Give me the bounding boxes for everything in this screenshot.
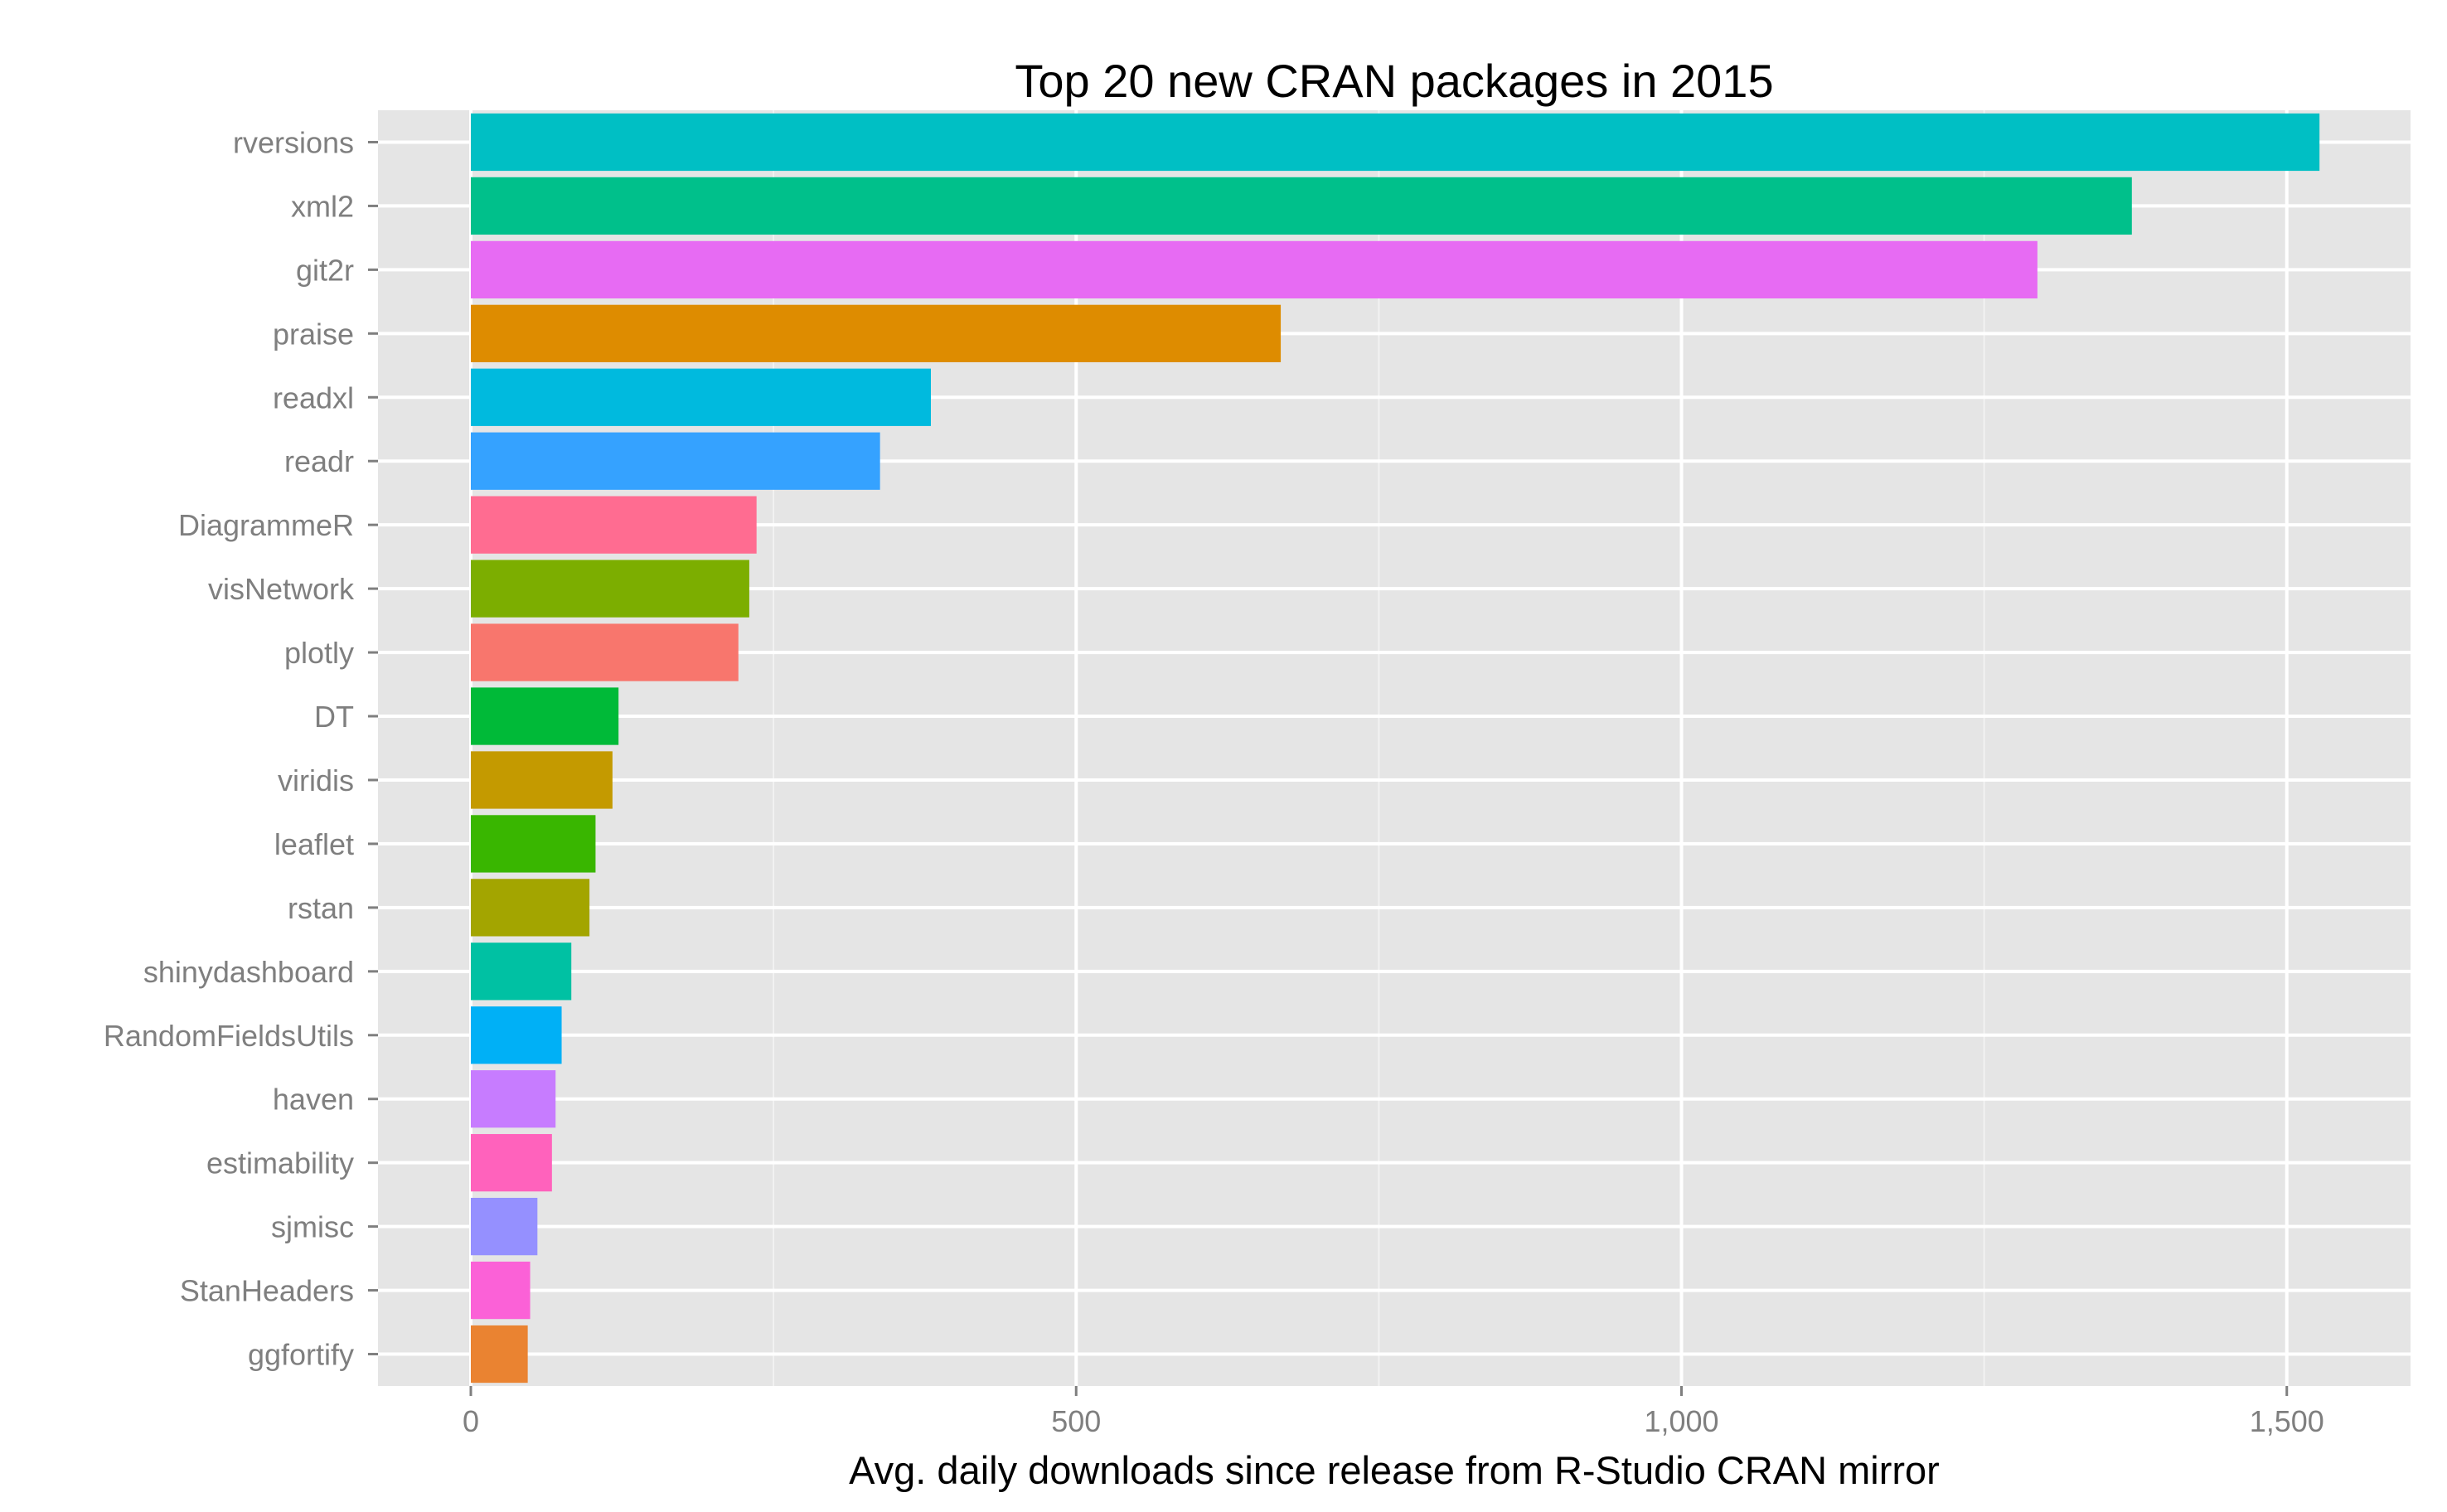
plot-panel: [378, 110, 2411, 1386]
bar-plotly: [471, 623, 739, 681]
y-tick-label: readxl: [273, 380, 354, 414]
bar-shinydashboard: [471, 943, 572, 1001]
bar-git2r: [471, 240, 2038, 299]
y-tick-label: estimability: [206, 1146, 354, 1180]
bar-DiagrammeR: [471, 496, 757, 554]
bar-DT: [471, 687, 619, 745]
x-tick-label: 1,000: [1644, 1404, 1718, 1438]
y-axis: rversions xml2 git2r praise readxl readr Diagr…: [104, 125, 378, 1372]
y-tick-label: RandomFieldsUtils: [104, 1019, 354, 1053]
y-tick-label: readr: [284, 444, 354, 478]
y-tick-label: DiagrammeR: [178, 508, 354, 542]
x-tick-label: 500: [1051, 1404, 1101, 1438]
y-tick-label: plotly: [284, 636, 354, 670]
x-axis-label: Avg. daily downloads since release from …: [849, 1448, 1940, 1492]
bar-rversions: [471, 113, 2320, 172]
bar-sjmisc: [471, 1197, 538, 1256]
y-tick-label: viridis: [278, 763, 354, 797]
y-tick-label: visNetwork: [208, 572, 355, 606]
y-tick-label: sjmisc: [271, 1210, 354, 1244]
bar-rstan: [471, 879, 590, 937]
y-tick-label: xml2: [291, 189, 354, 223]
bar-xml2: [471, 177, 2132, 235]
bar-StanHeaders: [471, 1261, 531, 1320]
y-tick-label: ggfortify: [248, 1338, 354, 1372]
y-tick-label: haven: [273, 1083, 354, 1117]
bar-leaflet: [471, 815, 596, 873]
y-tick-label: rversions: [233, 125, 354, 159]
bar-haven: [471, 1070, 556, 1128]
bar-visNetwork: [471, 560, 749, 618]
y-tick-label: DT: [314, 700, 354, 734]
y-tick-label: leaflet: [274, 827, 354, 861]
bar-readxl: [471, 368, 931, 426]
x-tick-label: 0: [463, 1404, 479, 1438]
bar-ggfortify: [471, 1325, 528, 1384]
y-tick-label: shinydashboard: [143, 955, 354, 989]
y-tick-label: StanHeaders: [180, 1274, 354, 1308]
bar-readr: [471, 432, 880, 490]
x-axis: 0 500 1,000 1,500: [463, 1386, 2324, 1438]
bars: [471, 113, 2320, 1384]
x-tick-label: 1,500: [2250, 1404, 2324, 1438]
y-tick-label: rstan: [288, 891, 354, 925]
bar-praise: [471, 304, 1282, 362]
y-tick-label: praise: [273, 317, 354, 351]
y-tick-label: git2r: [296, 253, 354, 287]
chart-title: Top 20 new CRAN packages in 2015: [1015, 55, 1773, 107]
bar-estimability: [471, 1134, 552, 1192]
bar-RandomFieldsUtils: [471, 1006, 562, 1064]
bar-viridis: [471, 751, 613, 809]
